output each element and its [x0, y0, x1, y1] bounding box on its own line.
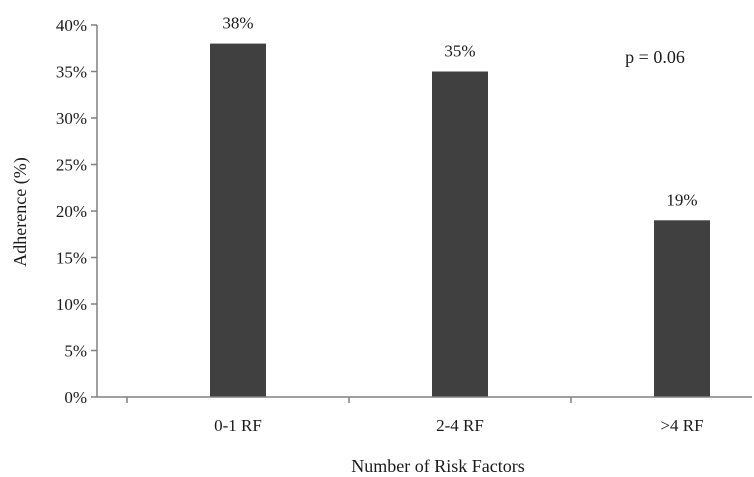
data-label: 19% [666, 190, 697, 209]
x-axis-ticks: 0-1 RF 2-4 RF >4 RF [126, 397, 704, 435]
bar-1 [210, 43, 266, 397]
data-label: 35% [444, 42, 475, 61]
y-axis-title: Adherence (%) [10, 157, 31, 266]
x-axis-title: Number of Risk Factors [351, 456, 524, 476]
y-tick-label: 25% [56, 156, 87, 175]
y-tick-label: 0% [64, 388, 87, 407]
data-label: 38% [222, 14, 253, 33]
bar-3 [654, 220, 710, 397]
bar-2 [432, 71, 488, 397]
y-tick-label: 30% [56, 109, 87, 128]
y-tick-label: 10% [56, 295, 87, 314]
x-tick-label: 2-4 RF [436, 416, 484, 435]
bars [210, 43, 710, 397]
data-labels: 38% 35% 19% [222, 14, 697, 210]
p-value-annotation: p = 0.06 [625, 47, 685, 67]
x-tick-label: >4 RF [660, 416, 703, 435]
y-tick-label: 20% [56, 202, 87, 221]
y-tick-label: 40% [56, 16, 87, 35]
y-tick-label: 15% [56, 249, 87, 268]
y-tick-label: 35% [56, 63, 87, 82]
y-axis-ticks: 0% 5% 10% 15% 20% 25% 30% 35% 40% [56, 16, 97, 407]
x-tick-label: 0-1 RF [214, 416, 262, 435]
y-tick-label: 5% [64, 342, 87, 361]
